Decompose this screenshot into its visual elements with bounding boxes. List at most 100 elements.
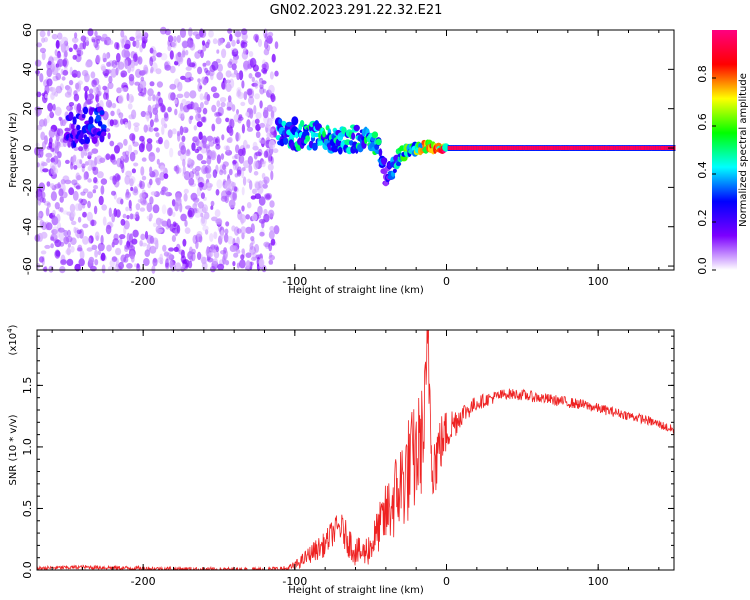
spectrogram-noise-cell (75, 53, 82, 63)
spectrogram-noise-cell (167, 207, 173, 217)
spectrogram-noise-cell (122, 151, 126, 160)
spectrogram-noise-cell (102, 57, 107, 63)
spectrogram-noise-cell (253, 105, 257, 115)
spectrogram-noise-cell (236, 109, 239, 115)
spectrogram-noise-cell (200, 160, 207, 165)
spectrogram-band-cell (496, 146, 499, 150)
spectrogram-noise-cell (270, 116, 276, 121)
spectrogram-noise-cell (66, 229, 71, 237)
spectrogram-noise-cell (159, 253, 163, 262)
spectrogram-band-cell (602, 146, 605, 150)
spectrogram-noise-cell (192, 102, 199, 111)
spectrogram-noise-cell (121, 49, 127, 58)
spectrogram-band-cell (578, 146, 581, 150)
spectrogram-noise-cell (249, 57, 257, 68)
spectrogram-noise-cell (141, 139, 146, 149)
spectrogram-noise-cell (44, 93, 48, 99)
spectrogram-noise-cell (206, 94, 211, 102)
spectrogram-noise-cell (243, 60, 250, 70)
spectrogram-noise-cell (197, 201, 204, 209)
spectrogram-noise-cell (99, 157, 106, 163)
spectrogram-noise-cell (161, 204, 167, 215)
spectrogram-noise-cell (240, 226, 247, 235)
spectrogram-noise-cell (235, 131, 239, 142)
spectrogram-noise-cell (240, 101, 246, 107)
spectrogram-band-cell (72, 116, 77, 125)
spectrogram-noise-cell (206, 155, 212, 165)
spectrogram-noise-cell (138, 91, 145, 97)
spectrogram-noise-cell (247, 155, 254, 165)
spectrogram-band-cell (591, 146, 594, 150)
spectrogram-band-cell (526, 146, 529, 150)
spectrogram-noise-cell (209, 233, 214, 242)
chart-title: GN02.2023.291.22.32.E21 (270, 3, 443, 18)
spectrogram-band-cell (549, 146, 552, 150)
spectrogram-noise-cell (253, 152, 258, 160)
spectrogram-noise-cell (140, 110, 147, 118)
spectrogram-noise-cell (135, 211, 140, 218)
spectrogram-noise-cell (112, 119, 118, 126)
spectrogram-noise-cell (66, 247, 71, 256)
spectrogram-noise-cell (107, 132, 111, 140)
spectrogram-noise-cell (267, 31, 274, 38)
spectrogram-noise-cell (78, 228, 84, 239)
spectrogram-band-cell (294, 131, 299, 139)
spectrogram-noise-cell (97, 84, 101, 93)
spectrogram-noise-cell (216, 100, 221, 108)
spectrogram-band-cell (469, 146, 472, 150)
spectrogram-noise-cell (124, 253, 130, 258)
spectrogram-noise-cell (71, 37, 79, 43)
spectrogram-noise-cell (268, 254, 275, 261)
spectrogram-y-ticks: -60 -40 -20 0 20 40 60 (21, 23, 674, 275)
spectrogram-noise-cell (104, 53, 109, 60)
spectrogram-noise-cell (199, 85, 203, 90)
spectrogram-band-cell (378, 148, 383, 157)
spectrogram-noise-cell (72, 154, 77, 162)
spectrogram-noise-cell (246, 144, 250, 149)
spectrogram-noise-cell (34, 59, 42, 67)
snr-y-tick-label: 0.5 (21, 500, 34, 518)
spectrogram-noise-cell (263, 176, 270, 184)
spectrogram-noise-cell (247, 88, 255, 99)
spectrogram-noise-cell (177, 132, 181, 142)
spectrogram-noise-cell (158, 136, 163, 145)
spectrogram-noise-cell (124, 175, 131, 185)
spectrogram-band-cell (353, 124, 360, 132)
spectrogram-noise-cell (146, 142, 153, 152)
spectrogram-noise-cell (238, 114, 243, 119)
spectrogram-band-cell (575, 146, 578, 150)
spectrogram-band-cell (660, 146, 663, 150)
spectrogram-noise-cell (177, 54, 184, 65)
spectrogram-band-cell (567, 146, 570, 150)
spectrogram-noise-cell (182, 238, 187, 247)
snr-y-tick-label: 0.0 (21, 561, 34, 579)
spectrogram-noise-cell (59, 207, 64, 213)
spectrogram-noise-cell (169, 65, 176, 74)
spectrogram-noise-cell (62, 175, 70, 182)
spectrogram-band-cell (551, 146, 554, 150)
spectrogram-noise-cell (91, 219, 95, 227)
spectrogram-noise-cell (261, 63, 267, 70)
spectrogram-noise-cell (39, 47, 47, 54)
spectrogram-noise-cell (122, 213, 127, 219)
spectrogram-band-cell (598, 146, 601, 150)
spectrogram-band-cell (507, 146, 510, 150)
spectrogram-noise-cell (173, 35, 177, 43)
spectrogram-noise-cell (106, 61, 112, 67)
spectrogram-noise-cell (189, 171, 195, 179)
spectrogram-noise-cell (229, 33, 233, 42)
spectrogram-noise-cell (167, 129, 173, 139)
spectrogram-noise-cell (116, 87, 122, 94)
spectrogram-band-cell (586, 146, 589, 150)
spectrogram-band-cell (604, 146, 607, 150)
spectrogram-noise-cell (185, 66, 192, 71)
spectrogram-band-cell (516, 146, 519, 150)
spectrogram-noise-cell (183, 188, 189, 194)
spectrogram-noise-cell (259, 231, 265, 237)
spectrogram-noise-cell (251, 76, 255, 83)
spectrogram-noise-cell (50, 191, 58, 202)
spectrogram-noise-cell (208, 30, 214, 38)
spectrogram-noise-cell (118, 261, 124, 270)
spectrogram-noise-cell (165, 258, 169, 268)
spectrogram-noise-cell (201, 40, 206, 46)
